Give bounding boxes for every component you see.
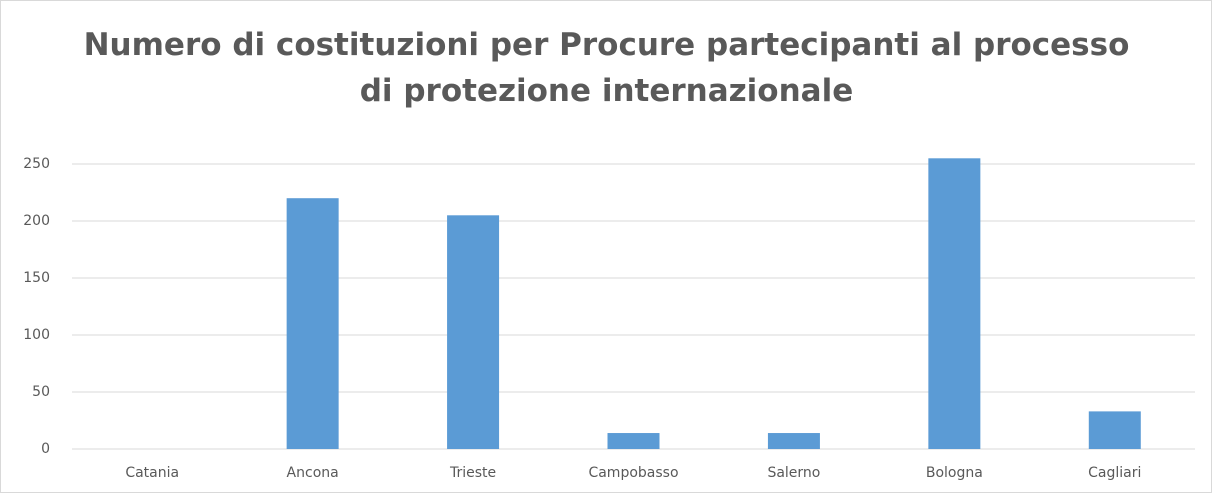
- bar: [607, 433, 660, 449]
- x-tick-label: Catania: [125, 465, 179, 481]
- chart-title: Numero di costituzioni per Procure parte…: [83, 27, 1130, 109]
- y-tick-label: 250: [23, 156, 50, 172]
- x-tick-label: Bologna: [926, 465, 983, 481]
- y-tick-label: 100: [23, 327, 50, 343]
- x-tick-label: Campobasso: [588, 465, 678, 481]
- bar: [286, 198, 339, 449]
- bar: [447, 215, 500, 449]
- bar: [1088, 411, 1141, 449]
- y-tick-label: 200: [23, 213, 50, 229]
- bar: [767, 433, 820, 449]
- y-tick-label: 0: [41, 441, 50, 457]
- bar: [928, 158, 981, 450]
- y-tick-label: 50: [32, 384, 50, 400]
- x-tick-label: Ancona: [287, 465, 339, 481]
- x-tick-label: Salerno: [767, 465, 820, 481]
- x-tick-label: Trieste: [449, 465, 496, 481]
- x-tick-label: Cagliari: [1088, 465, 1141, 481]
- y-tick-label: 150: [23, 270, 50, 286]
